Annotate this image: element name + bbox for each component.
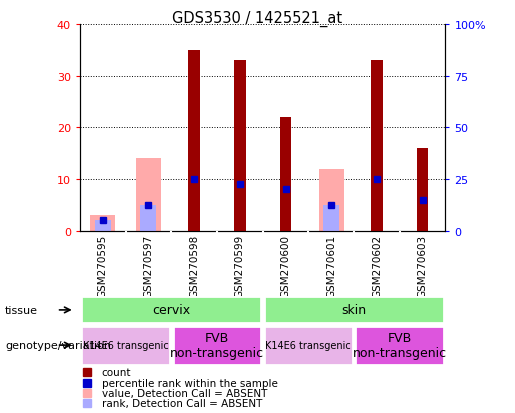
Bar (355, 326, 444, 365)
Bar (81, 326, 170, 365)
Text: rank, Detection Call = ABSENT: rank, Detection Call = ABSENT (102, 399, 262, 408)
Text: skin: skin (341, 304, 367, 317)
Bar (234, 61, 246, 231)
Bar (319, 169, 344, 231)
Text: cervix: cervix (152, 304, 191, 317)
Bar (188, 50, 200, 231)
Text: K14E6 transgenic: K14E6 transgenic (265, 340, 351, 350)
Text: genotype/variation: genotype/variation (5, 340, 111, 350)
Bar (264, 297, 444, 324)
Text: GSM270603: GSM270603 (418, 235, 427, 297)
Text: K14E6 transgenic: K14E6 transgenic (82, 340, 168, 350)
Text: GSM270601: GSM270601 (326, 235, 336, 297)
Text: GSM270598: GSM270598 (189, 235, 199, 298)
Bar (371, 61, 383, 231)
Bar (81, 297, 261, 324)
Bar (90, 216, 115, 231)
Text: GDS3530 / 1425521_at: GDS3530 / 1425521_at (173, 10, 342, 26)
Text: tissue: tissue (5, 305, 38, 315)
Bar (417, 149, 428, 231)
Text: percentile rank within the sample: percentile rank within the sample (102, 378, 278, 388)
Text: GSM270595: GSM270595 (98, 235, 108, 298)
Bar (280, 118, 291, 231)
Bar (173, 326, 261, 365)
Text: GSM270602: GSM270602 (372, 235, 382, 297)
Text: count: count (102, 368, 131, 377)
Text: GSM270599: GSM270599 (235, 235, 245, 298)
Text: FVB
non-transgenic: FVB non-transgenic (353, 331, 447, 359)
Text: FVB
non-transgenic: FVB non-transgenic (170, 331, 264, 359)
Bar (136, 159, 161, 231)
Bar (141, 206, 157, 231)
Text: GSM270600: GSM270600 (281, 235, 290, 297)
Bar (264, 326, 353, 365)
Bar (323, 206, 339, 231)
Bar (95, 221, 111, 231)
Text: value, Detection Call = ABSENT: value, Detection Call = ABSENT (102, 388, 267, 398)
Text: GSM270597: GSM270597 (143, 235, 153, 298)
